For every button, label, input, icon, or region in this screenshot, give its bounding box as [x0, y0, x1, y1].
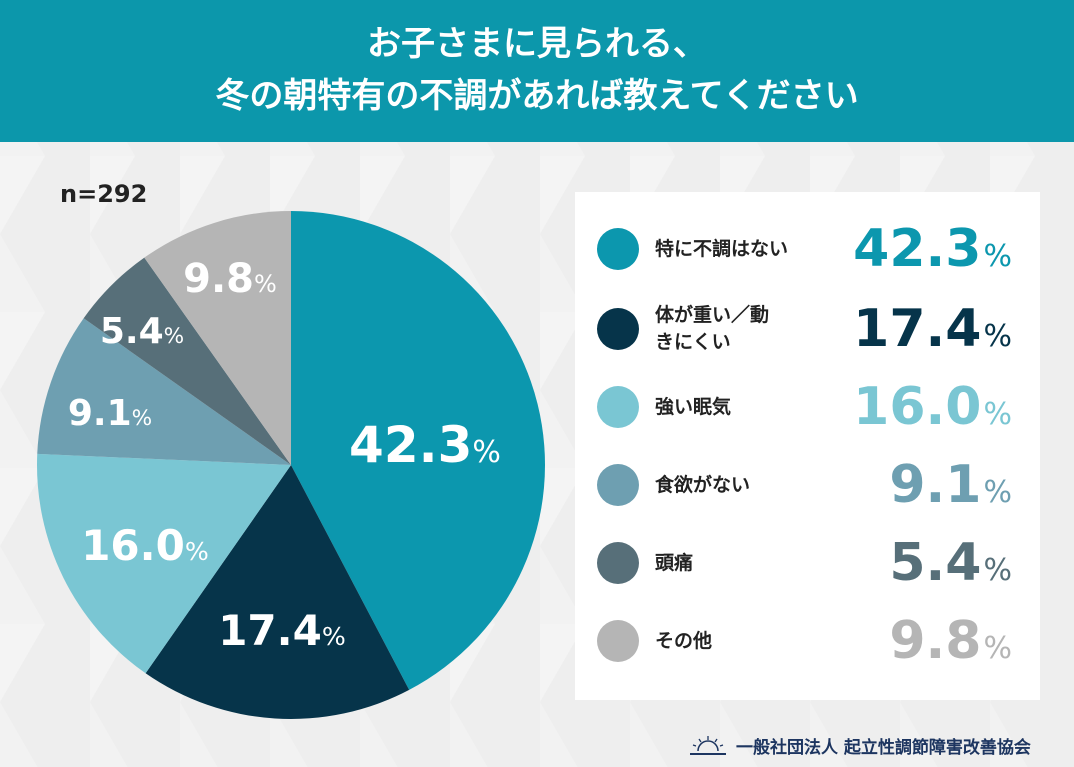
legend-label: 体が重い／動きにくい — [655, 304, 770, 353]
legend-swatch — [597, 620, 639, 662]
legend-value: 9.1% — [889, 455, 1012, 515]
slice-label: 17.4% — [218, 606, 346, 655]
legend-value: 16.0% — [853, 377, 1012, 437]
legend: 特に不調はない 42.3% 体が重い／動きにくい 17.4% 強い眠気 16.0% 食欲がな… — [575, 192, 1040, 700]
slice-label: 16.0% — [81, 521, 209, 570]
pie-chart: 42.3% 17.4%16.0% 9.1% 5.4% 9.8% — [36, 211, 545, 719]
legend-item: 特に不調はない 42.3% — [575, 214, 1040, 284]
legend-label: 食欲がない — [655, 473, 751, 496]
legend-item: 食欲がない 9.1% — [575, 450, 1040, 520]
legend-label: 特に不調はない — [655, 237, 789, 260]
legend-swatch — [597, 542, 639, 584]
legend-swatch — [597, 386, 639, 428]
legend-swatch — [597, 308, 639, 350]
legend-item: 強い眠気 16.0% — [575, 372, 1040, 442]
legend-value: 9.8% — [889, 611, 1012, 671]
slice-label: 42.3% — [349, 416, 501, 474]
legend-label: その他 — [655, 629, 713, 652]
sample-size: n=292 — [60, 180, 148, 208]
legend-item: 頭痛 5.4% — [575, 528, 1040, 598]
pie-slice — [145, 465, 410, 719]
legend-label: 頭痛 — [655, 551, 694, 574]
pie-slice — [291, 211, 545, 690]
slice-label: 9.8% — [183, 256, 277, 302]
title-line-1: お子さまに見られる、 — [367, 24, 707, 64]
footer: 一般社団法人 起立性調節障害改善協会 — [688, 733, 1031, 758]
legend-value: 42.3% — [853, 219, 1012, 279]
legend-value: 17.4% — [853, 299, 1012, 359]
sunrise-logo-icon — [690, 735, 726, 755]
pie-slice — [144, 211, 291, 465]
title-line-2: 冬の朝特有の不調があれば教えてください — [215, 76, 859, 116]
legend-item: 体が重い／動きにくい 17.4% — [575, 294, 1040, 364]
pie-slice — [37, 318, 291, 465]
legend-item: その他 9.8% — [575, 606, 1040, 676]
pie-slice — [36, 453, 291, 674]
title-banner: お子さまに見られる、 冬の朝特有の不調があれば教えてください — [0, 0, 1074, 142]
pie-slice — [83, 257, 291, 465]
slice-label: 9.1% — [68, 393, 152, 434]
legend-label: 強い眠気 — [655, 395, 732, 418]
legend-swatch — [597, 228, 639, 270]
organization-name: 一般社団法人 起立性調節障害改善協会 — [736, 738, 1031, 758]
legend-swatch — [597, 464, 639, 506]
legend-value: 5.4% — [889, 533, 1012, 593]
slice-label: 5.4% — [100, 311, 184, 352]
